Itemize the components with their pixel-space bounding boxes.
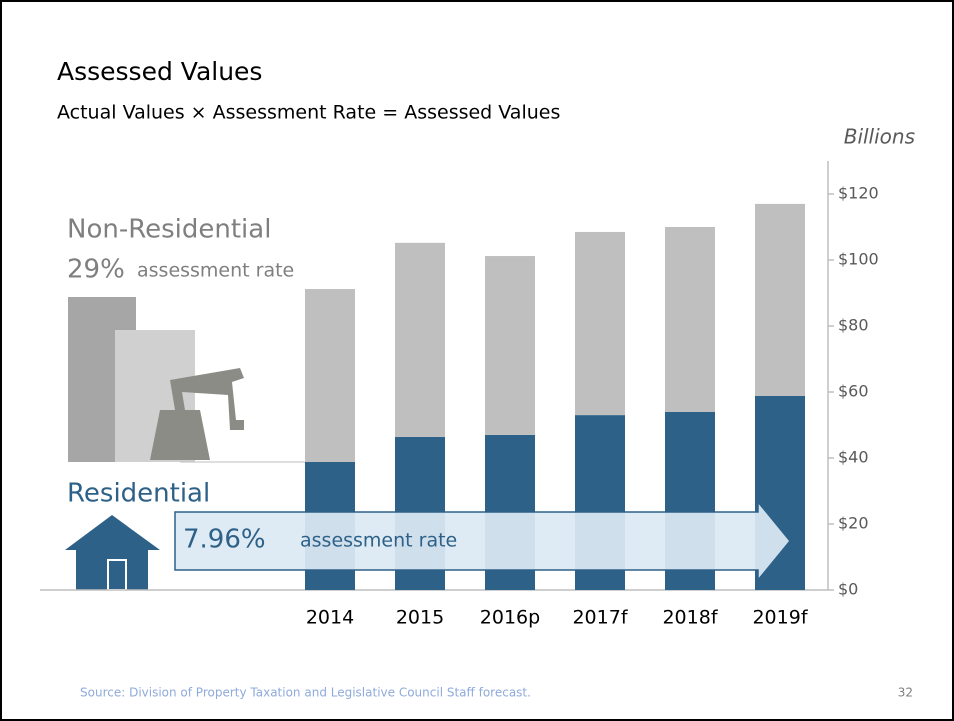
chart-title: Assessed Values xyxy=(57,57,262,86)
x-tick-label: 2019f xyxy=(752,607,808,629)
rate-text: assessment rate xyxy=(137,260,294,282)
bar-segment xyxy=(305,289,355,462)
rate-label: 29% xyxy=(67,255,125,285)
bar-segment xyxy=(395,242,445,437)
series-label: Non-Residential xyxy=(67,215,271,245)
y-tick-label: $80 xyxy=(838,316,869,335)
house-roof xyxy=(65,515,160,550)
icons xyxy=(65,297,244,591)
x-tick-label: 2014 xyxy=(306,607,354,629)
series-label: Residential xyxy=(67,479,210,509)
y-tick-label: $20 xyxy=(838,514,869,533)
chart-subtitle: Actual Values × Assessment Rate = Assess… xyxy=(57,102,560,124)
source: Source: Division of Property Taxation an… xyxy=(80,686,531,700)
y-axis-label: Billions xyxy=(844,125,915,149)
rate-text: assessment rate xyxy=(300,530,457,552)
rate-label: 7.96% xyxy=(183,525,266,555)
y-tick-label: $120 xyxy=(838,184,879,203)
y-tick-label: $0 xyxy=(838,580,858,599)
y-tick-label: $40 xyxy=(838,448,869,467)
bar-segment xyxy=(665,227,715,412)
x-tick-label: 2018f xyxy=(662,607,718,629)
x-tick-label: 2015 xyxy=(396,607,444,629)
page-number: 32 xyxy=(898,686,913,700)
y-tick-label: $100 xyxy=(838,250,879,269)
house-body xyxy=(76,550,148,590)
bar-segment xyxy=(485,256,535,435)
rate-arrow xyxy=(174,499,791,583)
x-tick-label: 2017f xyxy=(572,607,628,629)
bar-segment xyxy=(575,231,625,416)
x-tick-label: 2016p xyxy=(480,607,540,629)
bar-segment xyxy=(755,203,805,396)
pump-jack xyxy=(150,368,244,460)
y-tick-label: $60 xyxy=(838,382,869,401)
